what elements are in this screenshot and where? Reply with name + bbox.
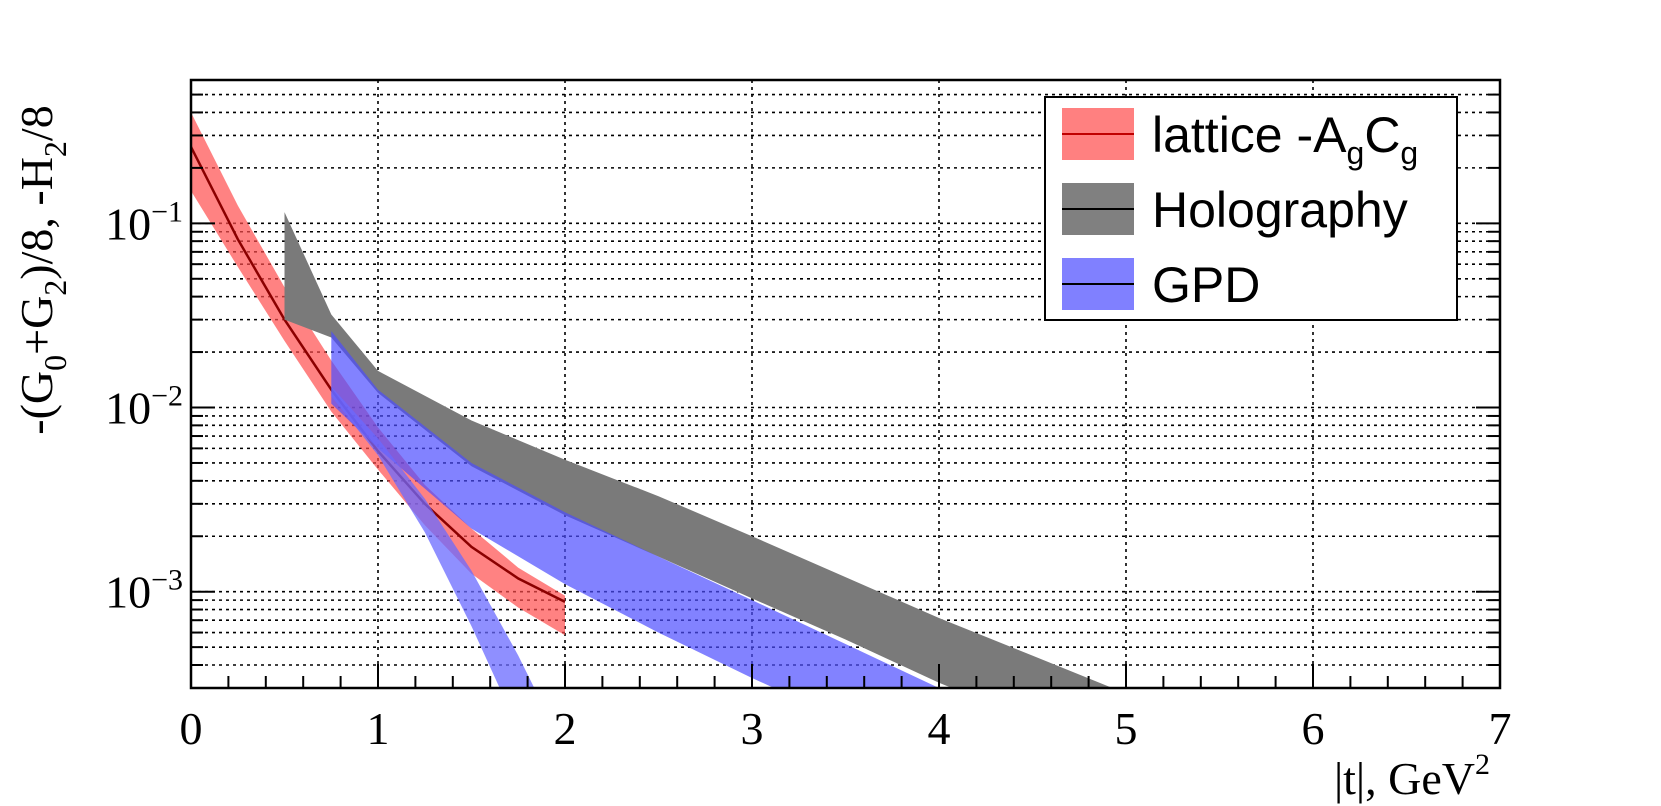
- legend: lattice -AgCg Holography GPD: [1044, 96, 1458, 321]
- x-tick-label: 4: [928, 703, 951, 754]
- plot-frame: [189, 78, 1502, 690]
- x-tick-label: 6: [1302, 703, 1325, 754]
- chart-bands: [191, 112, 1113, 688]
- y-tick-label: 10−1: [105, 195, 183, 249]
- band-gpd-steep-band: [331, 386, 535, 688]
- y-axis-title: -(G0+G2)/8, -H2/8: [11, 105, 73, 434]
- x-axis-title: |t|, GeV2: [1334, 748, 1490, 804]
- legend-label-holography: Holography: [1152, 182, 1408, 238]
- x-tick-label: 3: [741, 703, 764, 754]
- x-tick-label: 7: [1489, 703, 1512, 754]
- y-tick-label: 10−2: [105, 380, 183, 434]
- x-tick-label: 0: [180, 703, 203, 754]
- legend-label-gpd: GPD: [1152, 257, 1260, 313]
- x-tick-label: 1: [367, 703, 390, 754]
- plot-border: [189, 78, 1502, 690]
- x-tick-label: 5: [1115, 703, 1138, 754]
- band-gpd: [331, 331, 939, 688]
- x-axis-ticks: 0 1 2 3 4 5 6 7: [180, 664, 1512, 754]
- y-tick-label: 10−3: [105, 564, 183, 618]
- legend-label-lattice: lattice -AgCg: [1152, 107, 1418, 171]
- y-axis-ticks: 10−1 10−2 10−3: [105, 93, 1500, 689]
- x-tick-label: 2: [554, 703, 577, 754]
